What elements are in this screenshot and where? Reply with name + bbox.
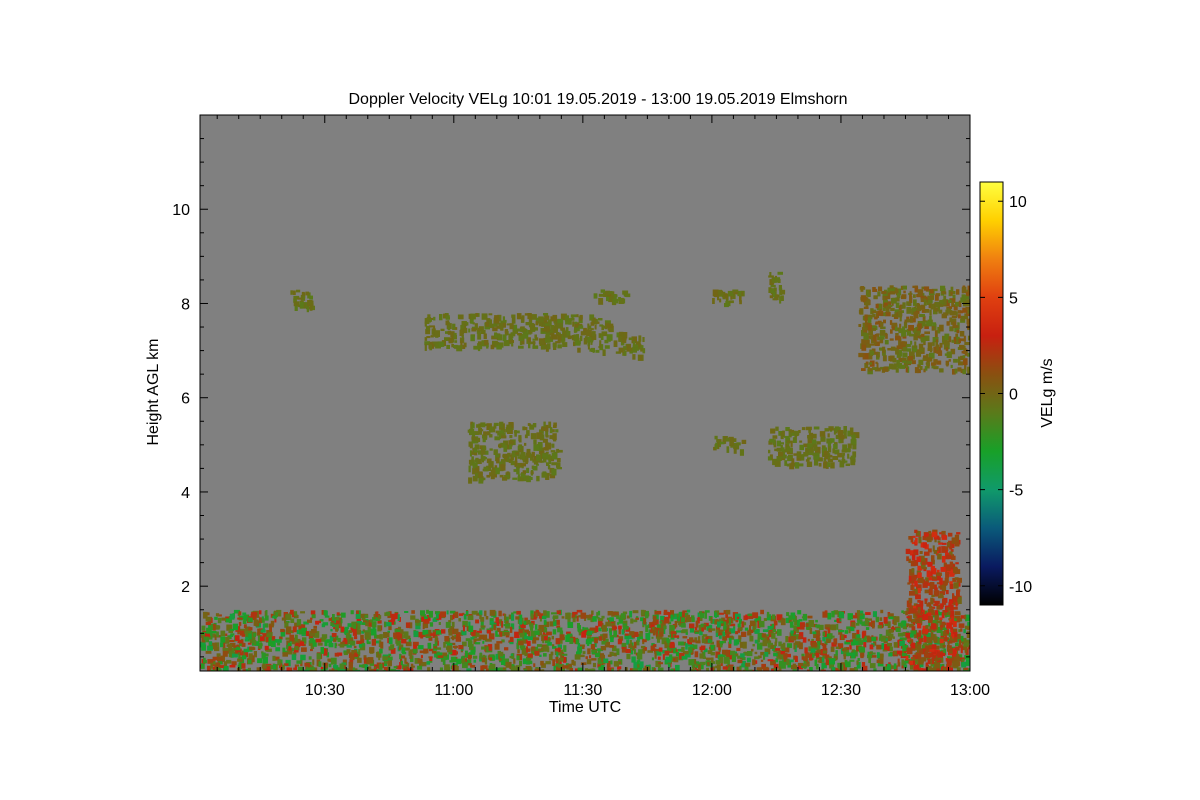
x-tick-label: 12:30 bbox=[821, 682, 861, 699]
region-cloud-8km-c bbox=[712, 289, 745, 308]
y-tick-label: 8 bbox=[181, 296, 190, 313]
x-tick-labels: 10:30 11:00 11:30 12:00 12:30 13:00 bbox=[305, 682, 990, 699]
x-tick-label: 12:00 bbox=[692, 682, 732, 699]
colorbar-ticks: 10 5 0 -5 -10 bbox=[980, 194, 1032, 596]
plot-area bbox=[200, 115, 970, 671]
colorbar-tick-label: 10 bbox=[1009, 194, 1027, 211]
region-cloud-8km-a bbox=[290, 289, 315, 313]
region-convective-plume bbox=[905, 529, 962, 671]
plot-frame bbox=[199, 114, 971, 672]
region-cloud-5km-a bbox=[467, 421, 563, 484]
region-cloud-8km-b bbox=[593, 289, 631, 306]
region-boundary-layer bbox=[200, 609, 970, 671]
region-cloud-5km-c bbox=[767, 426, 860, 470]
y-tick-labels: 2 4 6 8 10 bbox=[172, 202, 190, 596]
x-tick-label: 11:00 bbox=[434, 682, 473, 699]
axis-ticks bbox=[200, 114, 971, 671]
y-tick-label: 6 bbox=[181, 391, 190, 408]
y-tick-label: 2 bbox=[181, 579, 190, 596]
region-cloud-7km-b bbox=[544, 313, 614, 356]
plot-content bbox=[200, 271, 970, 671]
region-cloud-5km-b bbox=[713, 435, 747, 456]
y-tick-label: 4 bbox=[181, 485, 190, 502]
region-cloud-8km-d bbox=[768, 271, 786, 304]
chart-title: Doppler Velocity VELg 10:01 19.05.2019 -… bbox=[348, 91, 847, 108]
x-tick-label: 10:30 bbox=[305, 682, 345, 699]
x-tick-label: 11:30 bbox=[563, 682, 602, 699]
colorbar-tick-label: -10 bbox=[1009, 579, 1032, 596]
y-axis-label: Height AGL km bbox=[145, 338, 162, 445]
x-axis-label: Time UTC bbox=[549, 699, 621, 716]
colorbar-tick-label: 5 bbox=[1009, 290, 1018, 307]
region-cloud-7km-d bbox=[858, 285, 970, 375]
y-tick-label: 10 bbox=[172, 202, 190, 219]
colorbar-label: VELg m/s bbox=[1039, 358, 1056, 427]
region-cloud-7km-c bbox=[613, 331, 646, 361]
colorbar-tick-label: -5 bbox=[1009, 483, 1023, 500]
x-tick-label: 13:00 bbox=[950, 682, 990, 699]
region-cloud-7km-a bbox=[424, 313, 554, 352]
colorbar-tick-label: 0 bbox=[1009, 387, 1018, 404]
